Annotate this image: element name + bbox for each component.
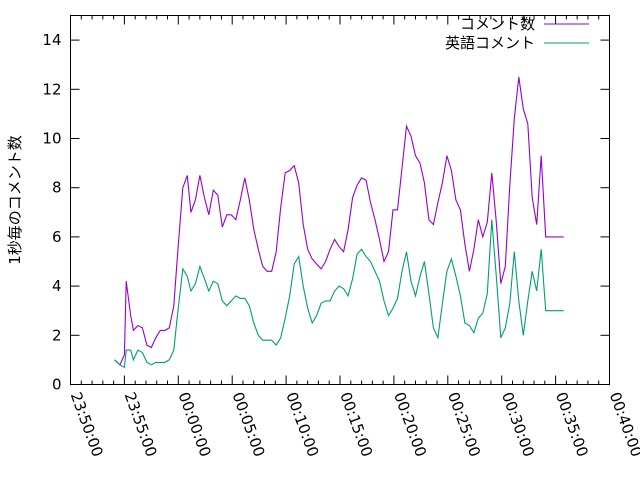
x-tick-label: 00:20:00 <box>390 390 430 459</box>
x-tick-label: 00:00:00 <box>175 390 215 459</box>
y-axis-label: 1秒毎のコメント数 <box>6 135 24 265</box>
y-tick-label: 4 <box>52 277 62 295</box>
series-line-1 <box>114 76 564 366</box>
x-tick-label: 00:30:00 <box>498 390 538 459</box>
y-tick-label: 0 <box>52 376 62 394</box>
x-tick-label: 00:25:00 <box>444 390 484 459</box>
legend-label: 英語コメント <box>445 34 535 52</box>
x-tick-label: 23:50:00 <box>67 390 107 459</box>
x-tick-label: 00:35:00 <box>552 390 592 459</box>
y-tick-label: 12 <box>42 80 61 98</box>
series-line-2 <box>114 219 564 369</box>
x-tick-label: 00:10:00 <box>282 390 322 459</box>
y-axis: 0 2 4 6 8 10 12 14 <box>42 31 610 394</box>
y-tick-label: 10 <box>42 130 61 148</box>
x-tick-label: 23:55:00 <box>121 390 161 459</box>
y-tick-label: 2 <box>52 326 62 344</box>
plot-area <box>114 76 564 369</box>
x-tick-label: 00:05:00 <box>228 390 268 459</box>
y-tick-label: 8 <box>52 179 62 197</box>
x-tick-label: 00:15:00 <box>336 390 376 459</box>
x-tick-label: 00:40:00 <box>606 390 640 459</box>
legend-label: コメント数 <box>460 15 535 33</box>
plot-frame <box>70 15 610 385</box>
y-tick-label: 6 <box>52 228 62 246</box>
y-tick-label: 14 <box>42 31 61 49</box>
